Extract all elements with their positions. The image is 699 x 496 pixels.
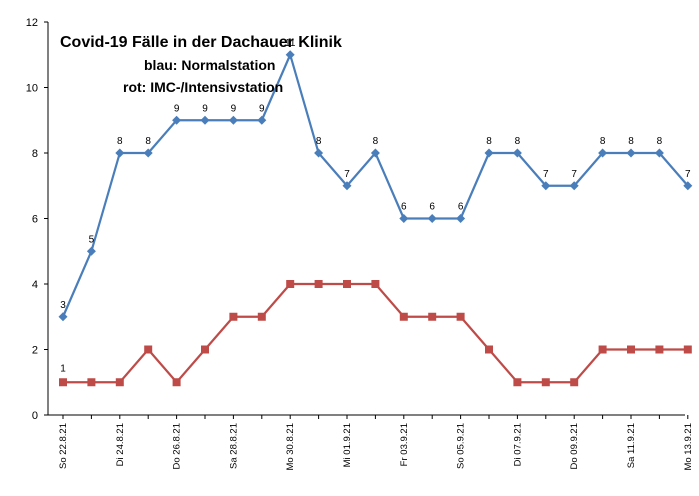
data-point — [229, 312, 238, 321]
data-point — [456, 312, 465, 321]
y-tick-label: 12 — [26, 17, 38, 29]
data-point — [541, 181, 551, 191]
data-point — [257, 115, 267, 125]
data-point — [342, 181, 352, 191]
x-tick-label: Mo 13.9.21 — [683, 423, 694, 471]
data-label: 8 — [316, 136, 322, 147]
y-tick-label: 2 — [32, 345, 38, 357]
data-point — [569, 181, 579, 191]
data-point — [257, 312, 266, 321]
x-tick-label: Di 07.9.21 — [512, 423, 523, 466]
y-tick-label: 4 — [32, 279, 38, 291]
data-label: 9 — [174, 103, 180, 114]
data-point — [456, 214, 466, 223]
data-point — [598, 345, 607, 354]
data-point — [626, 148, 636, 158]
x-tick-label: Di 24.8.21 — [115, 423, 126, 466]
x-tick-label: Do 26.8.21 — [172, 423, 183, 469]
y-tick-label: 8 — [32, 148, 38, 160]
data-point — [627, 345, 635, 354]
data-point — [228, 115, 238, 125]
data-point — [314, 148, 324, 158]
series-group — [58, 50, 693, 387]
data-label: 6 — [458, 202, 464, 213]
data-point — [314, 280, 323, 288]
data-label: 7 — [543, 169, 549, 180]
x-ticks: So 22.8.21 Di 24.8.21 Do 26.8.21 Sa 28.8.21… — [58, 415, 694, 471]
data-label: 8 — [117, 136, 123, 147]
data-point — [598, 148, 608, 158]
subtitle-blue: blau: Normalstation — [144, 57, 275, 73]
data-point — [683, 345, 692, 354]
data-label: 8 — [657, 136, 663, 147]
data-point — [86, 246, 96, 256]
y-tick-label: 10 — [26, 83, 38, 95]
data-point — [58, 312, 68, 322]
data-point — [484, 148, 494, 158]
x-tick-label: So 05.9.21 — [456, 423, 467, 469]
x-tick-label: Mo 30.8.21 — [285, 423, 296, 471]
data-label: 6 — [401, 202, 407, 213]
y-tick-label: 6 — [32, 214, 38, 226]
data-labels: 3 5 8 8 9 9 9 9 11 8 7 8 6 6 6 8 8 7 7 8 8 8 7 1 — [60, 38, 691, 375]
data-point — [541, 378, 550, 387]
data-label: 7 — [344, 169, 350, 180]
data-point — [200, 115, 210, 125]
data-label: 8 — [600, 136, 606, 147]
y-ticks: 0 2 4 6 8 10 12 — [26, 17, 48, 422]
data-point — [428, 312, 437, 321]
data-point — [59, 378, 67, 387]
x-tick-label: Mi 01.9.21 — [342, 423, 353, 467]
data-label: 8 — [486, 136, 492, 147]
data-label: 1 — [60, 363, 66, 374]
series-line-intensivstation — [63, 282, 688, 384]
data-label: 9 — [202, 103, 208, 114]
data-label: 8 — [515, 136, 521, 147]
data-point — [513, 378, 522, 387]
data-point — [343, 280, 351, 288]
data-point — [399, 214, 409, 223]
data-label: 11 — [285, 38, 296, 49]
data-point — [485, 345, 493, 354]
data-label: 7 — [571, 169, 577, 180]
data-point — [286, 280, 295, 288]
subtitle-red: rot: IMC-/Intensivstation — [123, 79, 283, 95]
data-point — [512, 148, 522, 158]
x-tick-label: Do 09.9.21 — [569, 423, 580, 469]
x-tick-label: Sa 11.9.21 — [626, 423, 637, 468]
x-tick-label: Fr 03.9.21 — [399, 423, 410, 466]
data-point — [201, 345, 209, 354]
data-point — [427, 214, 437, 223]
data-point — [371, 280, 380, 288]
data-point — [172, 378, 181, 387]
data-point — [399, 312, 408, 321]
data-label: 9 — [259, 103, 265, 114]
data-point — [683, 181, 693, 191]
data-point — [87, 378, 96, 387]
data-label: 6 — [429, 202, 435, 213]
data-point — [285, 50, 295, 60]
data-point — [370, 148, 380, 158]
chart-title: Covid-19 Fälle in der Dachauer Klinik — [60, 34, 342, 51]
data-label: 8 — [373, 136, 379, 147]
data-label: 8 — [628, 136, 634, 147]
data-point — [143, 148, 153, 158]
data-point — [655, 345, 664, 354]
data-label: 9 — [231, 103, 237, 114]
data-label: 8 — [145, 136, 151, 147]
data-point — [144, 345, 153, 354]
data-point — [172, 115, 182, 125]
y-tick-label: 0 — [32, 410, 38, 422]
data-point — [570, 378, 579, 387]
data-point — [115, 148, 125, 158]
x-tick-label: Sa 28.8.21 — [228, 423, 239, 469]
data-point — [654, 148, 664, 158]
x-tick-label: So 22.8.21 — [58, 423, 69, 469]
data-point — [115, 378, 124, 387]
data-label: 3 — [60, 300, 66, 311]
data-label: 5 — [89, 234, 95, 245]
data-label: 7 — [685, 169, 691, 180]
